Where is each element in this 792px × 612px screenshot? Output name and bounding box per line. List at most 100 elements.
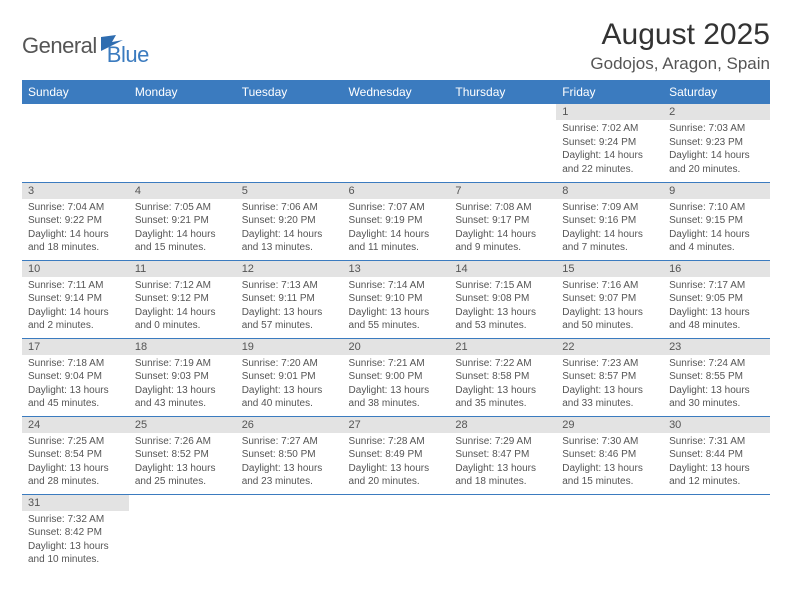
- logo-text-2: Blue: [107, 42, 149, 68]
- day-body: Sunrise: 7:13 AMSunset: 9:11 PMDaylight:…: [236, 277, 343, 337]
- day-body: Sunrise: 7:04 AMSunset: 9:22 PMDaylight:…: [22, 199, 129, 259]
- weekday-header: Monday: [129, 80, 236, 104]
- calendar-day-cell: 10Sunrise: 7:11 AMSunset: 9:14 PMDayligh…: [22, 260, 129, 338]
- calendar-day-cell: 25Sunrise: 7:26 AMSunset: 8:52 PMDayligh…: [129, 416, 236, 494]
- day-body: Sunrise: 7:28 AMSunset: 8:49 PMDaylight:…: [343, 433, 450, 493]
- logo: General Blue: [22, 18, 149, 68]
- weekday-header: Tuesday: [236, 80, 343, 104]
- calendar-day-cell: 28Sunrise: 7:29 AMSunset: 8:47 PMDayligh…: [449, 416, 556, 494]
- calendar-day-cell: 31Sunrise: 7:32 AMSunset: 8:42 PMDayligh…: [22, 494, 129, 572]
- day-number: 7: [449, 183, 556, 199]
- month-title: August 2025: [590, 18, 770, 52]
- day-number: 5: [236, 183, 343, 199]
- day-number: 29: [556, 417, 663, 433]
- calendar-day-cell: 16Sunrise: 7:17 AMSunset: 9:05 PMDayligh…: [663, 260, 770, 338]
- calendar-empty-cell: [236, 494, 343, 572]
- calendar-empty-cell: [343, 494, 450, 572]
- day-number: 22: [556, 339, 663, 355]
- header: General Blue August 2025 Godojos, Aragon…: [22, 18, 770, 74]
- calendar-empty-cell: [663, 494, 770, 572]
- day-number: 14: [449, 261, 556, 277]
- day-number: 17: [22, 339, 129, 355]
- logo-text-1: General: [22, 33, 97, 59]
- calendar-day-cell: 21Sunrise: 7:22 AMSunset: 8:58 PMDayligh…: [449, 338, 556, 416]
- day-body: Sunrise: 7:24 AMSunset: 8:55 PMDaylight:…: [663, 355, 770, 415]
- calendar-day-cell: 27Sunrise: 7:28 AMSunset: 8:49 PMDayligh…: [343, 416, 450, 494]
- calendar-day-cell: 29Sunrise: 7:30 AMSunset: 8:46 PMDayligh…: [556, 416, 663, 494]
- day-body: Sunrise: 7:02 AMSunset: 9:24 PMDaylight:…: [556, 120, 663, 180]
- day-number: 30: [663, 417, 770, 433]
- calendar-day-cell: 24Sunrise: 7:25 AMSunset: 8:54 PMDayligh…: [22, 416, 129, 494]
- calendar-day-cell: 3Sunrise: 7:04 AMSunset: 9:22 PMDaylight…: [22, 182, 129, 260]
- weekday-header: Saturday: [663, 80, 770, 104]
- day-number: 6: [343, 183, 450, 199]
- calendar-week-row: 10Sunrise: 7:11 AMSunset: 9:14 PMDayligh…: [22, 260, 770, 338]
- calendar-empty-cell: [343, 104, 450, 182]
- calendar-day-cell: 22Sunrise: 7:23 AMSunset: 8:57 PMDayligh…: [556, 338, 663, 416]
- day-body: Sunrise: 7:18 AMSunset: 9:04 PMDaylight:…: [22, 355, 129, 415]
- day-body: Sunrise: 7:21 AMSunset: 9:00 PMDaylight:…: [343, 355, 450, 415]
- day-number: 24: [22, 417, 129, 433]
- page: General Blue August 2025 Godojos, Aragon…: [0, 0, 792, 590]
- day-body: Sunrise: 7:17 AMSunset: 9:05 PMDaylight:…: [663, 277, 770, 337]
- day-body: Sunrise: 7:14 AMSunset: 9:10 PMDaylight:…: [343, 277, 450, 337]
- day-number: 19: [236, 339, 343, 355]
- day-body: Sunrise: 7:06 AMSunset: 9:20 PMDaylight:…: [236, 199, 343, 259]
- day-body: Sunrise: 7:20 AMSunset: 9:01 PMDaylight:…: [236, 355, 343, 415]
- calendar-day-cell: 12Sunrise: 7:13 AMSunset: 9:11 PMDayligh…: [236, 260, 343, 338]
- day-body: Sunrise: 7:26 AMSunset: 8:52 PMDaylight:…: [129, 433, 236, 493]
- calendar-day-cell: 4Sunrise: 7:05 AMSunset: 9:21 PMDaylight…: [129, 182, 236, 260]
- day-number: 1: [556, 104, 663, 120]
- calendar-day-cell: 6Sunrise: 7:07 AMSunset: 9:19 PMDaylight…: [343, 182, 450, 260]
- day-number: 16: [663, 261, 770, 277]
- weekday-header: Sunday: [22, 80, 129, 104]
- calendar-day-cell: 30Sunrise: 7:31 AMSunset: 8:44 PMDayligh…: [663, 416, 770, 494]
- calendar-day-cell: 7Sunrise: 7:08 AMSunset: 9:17 PMDaylight…: [449, 182, 556, 260]
- day-body: Sunrise: 7:22 AMSunset: 8:58 PMDaylight:…: [449, 355, 556, 415]
- day-number: 21: [449, 339, 556, 355]
- day-body: Sunrise: 7:31 AMSunset: 8:44 PMDaylight:…: [663, 433, 770, 493]
- calendar-day-cell: 17Sunrise: 7:18 AMSunset: 9:04 PMDayligh…: [22, 338, 129, 416]
- location: Godojos, Aragon, Spain: [590, 54, 770, 74]
- weekday-header: Thursday: [449, 80, 556, 104]
- calendar-empty-cell: [449, 104, 556, 182]
- day-number: 31: [22, 495, 129, 511]
- day-number: 2: [663, 104, 770, 120]
- calendar-empty-cell: [449, 494, 556, 572]
- day-number: 27: [343, 417, 450, 433]
- calendar-empty-cell: [236, 104, 343, 182]
- calendar-day-cell: 14Sunrise: 7:15 AMSunset: 9:08 PMDayligh…: [449, 260, 556, 338]
- day-body: Sunrise: 7:25 AMSunset: 8:54 PMDaylight:…: [22, 433, 129, 493]
- calendar-day-cell: 23Sunrise: 7:24 AMSunset: 8:55 PMDayligh…: [663, 338, 770, 416]
- day-body: Sunrise: 7:03 AMSunset: 9:23 PMDaylight:…: [663, 120, 770, 180]
- day-number: 26: [236, 417, 343, 433]
- day-number: 3: [22, 183, 129, 199]
- calendar-day-cell: 2Sunrise: 7:03 AMSunset: 9:23 PMDaylight…: [663, 104, 770, 182]
- day-number: 10: [22, 261, 129, 277]
- calendar-day-cell: 1Sunrise: 7:02 AMSunset: 9:24 PMDaylight…: [556, 104, 663, 182]
- calendar-week-row: 31Sunrise: 7:32 AMSunset: 8:42 PMDayligh…: [22, 494, 770, 572]
- calendar-table: SundayMondayTuesdayWednesdayThursdayFrid…: [22, 80, 770, 572]
- day-number: 11: [129, 261, 236, 277]
- day-number: 15: [556, 261, 663, 277]
- day-body: Sunrise: 7:27 AMSunset: 8:50 PMDaylight:…: [236, 433, 343, 493]
- calendar-empty-cell: [556, 494, 663, 572]
- calendar-day-cell: 8Sunrise: 7:09 AMSunset: 9:16 PMDaylight…: [556, 182, 663, 260]
- weekday-header: Friday: [556, 80, 663, 104]
- day-number: 13: [343, 261, 450, 277]
- day-body: Sunrise: 7:07 AMSunset: 9:19 PMDaylight:…: [343, 199, 450, 259]
- day-number: 4: [129, 183, 236, 199]
- day-body: Sunrise: 7:08 AMSunset: 9:17 PMDaylight:…: [449, 199, 556, 259]
- day-body: Sunrise: 7:09 AMSunset: 9:16 PMDaylight:…: [556, 199, 663, 259]
- calendar-week-row: 1Sunrise: 7:02 AMSunset: 9:24 PMDaylight…: [22, 104, 770, 182]
- day-body: Sunrise: 7:30 AMSunset: 8:46 PMDaylight:…: [556, 433, 663, 493]
- calendar-day-cell: 26Sunrise: 7:27 AMSunset: 8:50 PMDayligh…: [236, 416, 343, 494]
- calendar-week-row: 3Sunrise: 7:04 AMSunset: 9:22 PMDaylight…: [22, 182, 770, 260]
- day-body: Sunrise: 7:05 AMSunset: 9:21 PMDaylight:…: [129, 199, 236, 259]
- day-body: Sunrise: 7:23 AMSunset: 8:57 PMDaylight:…: [556, 355, 663, 415]
- day-body: Sunrise: 7:12 AMSunset: 9:12 PMDaylight:…: [129, 277, 236, 337]
- calendar-day-cell: 9Sunrise: 7:10 AMSunset: 9:15 PMDaylight…: [663, 182, 770, 260]
- day-body: Sunrise: 7:32 AMSunset: 8:42 PMDaylight:…: [22, 511, 129, 571]
- day-number: 9: [663, 183, 770, 199]
- calendar-week-row: 24Sunrise: 7:25 AMSunset: 8:54 PMDayligh…: [22, 416, 770, 494]
